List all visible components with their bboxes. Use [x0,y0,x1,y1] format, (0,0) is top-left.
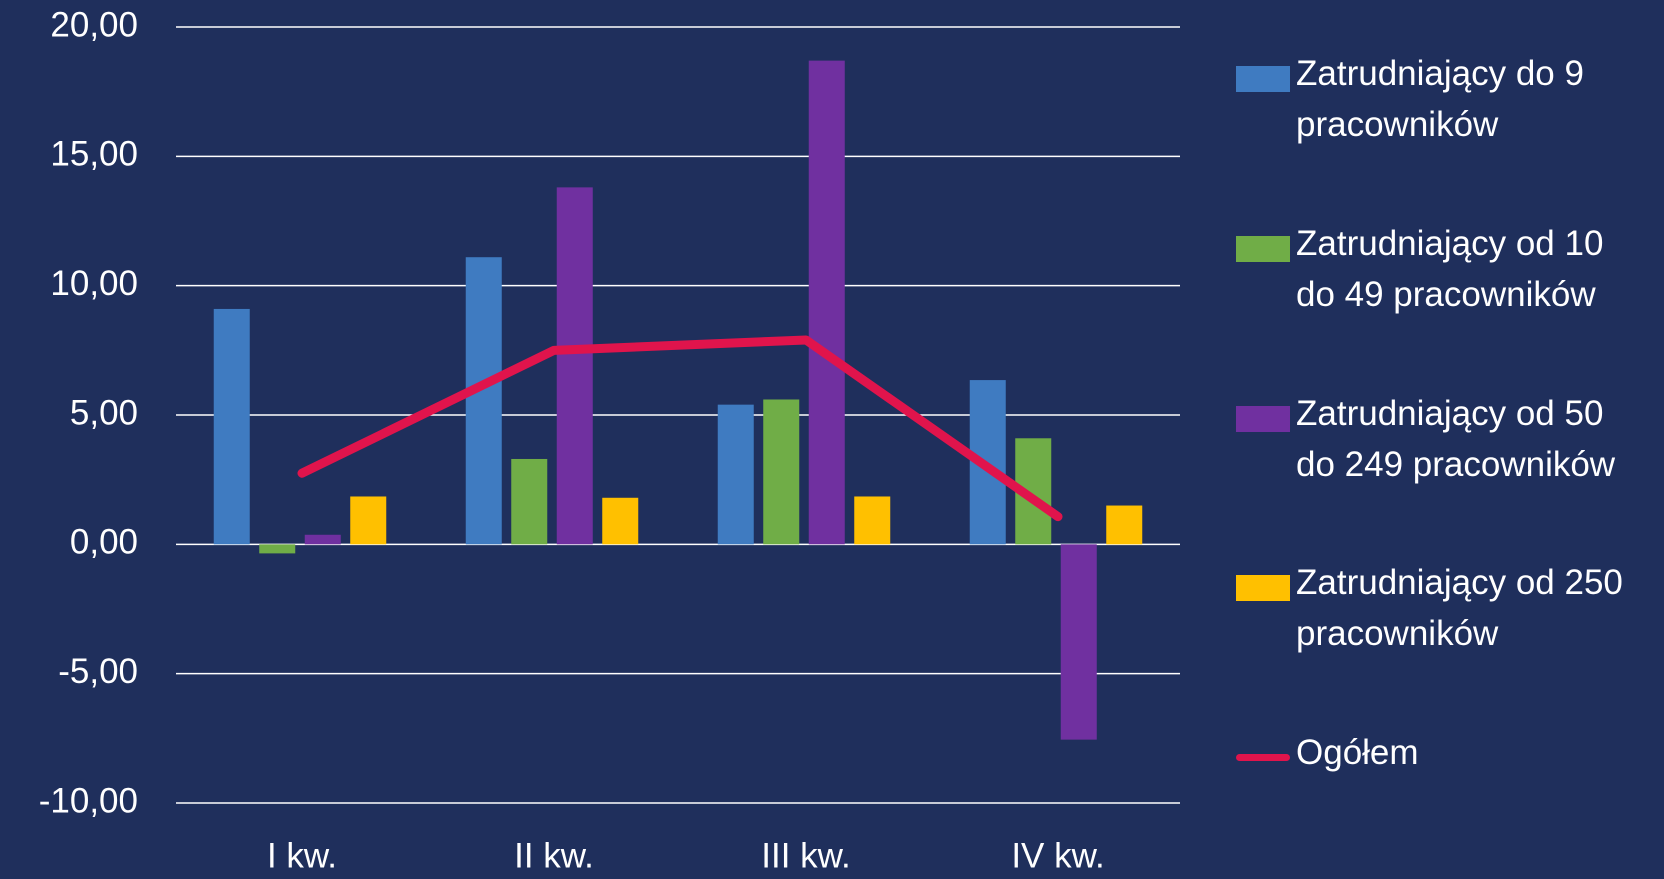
bar [350,496,387,545]
legend-swatch [1236,236,1290,262]
chart: -10,00 -5,00 0,00 5,00 10,00 15,00 20,00 I kw. I… [39,5,1180,875]
line [297,335,1063,522]
bar [1106,505,1143,545]
y-tick-label: 0,00 [70,523,138,562]
bar [259,544,296,554]
bar [465,257,502,545]
bar [808,60,845,545]
bar [213,308,250,545]
y-tick-label: 10,00 [50,264,138,303]
y-tick-label: 5,00 [70,393,138,432]
legend-swatch [1236,406,1290,432]
bar [602,497,639,545]
x-tick-label: IV kw. [1011,836,1104,875]
bar [556,187,593,545]
legend-label: Zatrudniający od 50 do 249 pracowników [1296,394,1616,484]
bar [717,404,754,545]
bar [1060,544,1097,740]
legend-label: Zatrudniający do 9 pracowników [1296,54,1584,144]
y-tick-label: -5,00 [58,652,138,691]
y-tick-label: 20,00 [50,5,138,44]
bar [763,399,800,545]
legend-swatch [1236,754,1290,761]
x-tick-label: III kw. [761,836,850,875]
x-tick-label: I kw. [267,836,337,875]
y-tick-label: -10,00 [39,781,138,820]
legend-swatch [1236,66,1290,92]
legend-label: Zatrudniający od 250 pracowników [1296,563,1623,653]
y-tick-label: 15,00 [50,135,138,174]
legend-label: Zatrudniający od 10 do 49 pracowników [1296,224,1604,314]
bar [511,458,548,545]
legend-label: Ogółem [1296,733,1419,772]
x-tick-label: II kw. [514,836,594,875]
legend-swatch [1236,575,1290,601]
bar [854,496,891,545]
bar [304,534,341,545]
